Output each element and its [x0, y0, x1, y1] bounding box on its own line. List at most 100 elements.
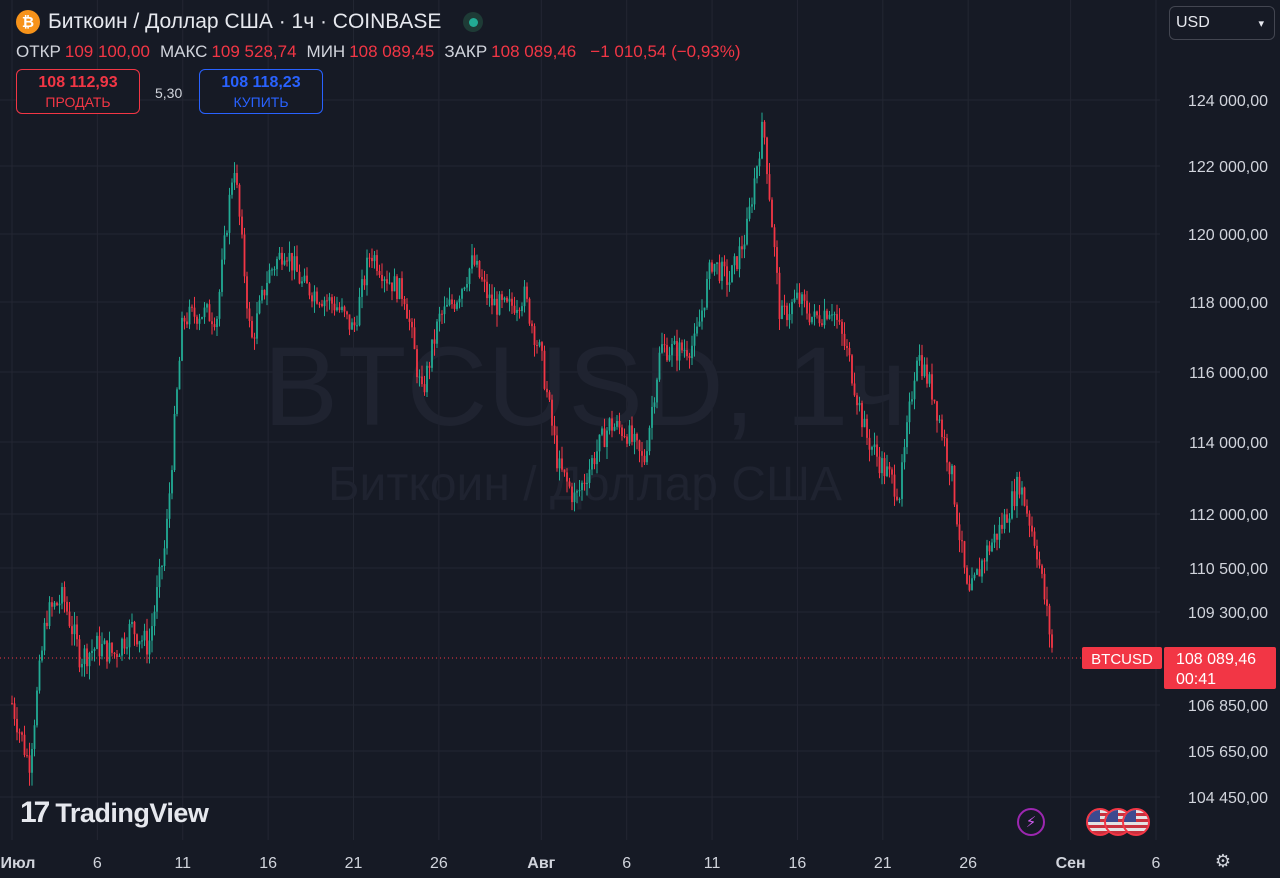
candle-body: [671, 343, 673, 356]
candle-body: [196, 316, 198, 324]
candle-body: [933, 399, 936, 402]
candle-body: [463, 287, 466, 290]
tradingview-logo-text: TradingView: [55, 797, 209, 828]
candle-body: [711, 262, 713, 272]
candle-body: [601, 428, 603, 435]
sell-button[interactable]: 108 112,93 ПРОДАТЬ: [16, 69, 140, 114]
ohlc-change-value: −1 010,54 (−0,93%): [590, 42, 741, 61]
candle-body: [666, 345, 668, 361]
currency-select[interactable]: USD ▾: [1169, 6, 1275, 40]
candle-body: [371, 257, 373, 262]
candle-body: [636, 433, 638, 441]
candle-body: [123, 638, 126, 649]
candle-body: [631, 425, 633, 442]
candle-body: [751, 204, 753, 207]
candle-body: [26, 755, 28, 757]
candle-body: [708, 262, 711, 279]
candle-body: [578, 490, 581, 492]
candle-body: [861, 402, 863, 428]
candle-body: [473, 255, 476, 265]
candle-body: [828, 314, 831, 319]
symbol-price-tag-label: BTCUSD: [1091, 651, 1153, 668]
time-tick-label: Авг: [527, 855, 555, 872]
candle-body: [583, 482, 586, 484]
candle-body: [526, 286, 528, 299]
candle-body: [498, 294, 501, 315]
candle-body: [788, 314, 791, 321]
candle-body: [108, 642, 111, 662]
time-tick-label: 6: [93, 855, 102, 872]
sell-label: ПРОДАТЬ: [45, 93, 111, 110]
candle-body: [878, 456, 881, 474]
candle-body: [1033, 531, 1036, 546]
candle-body: [521, 306, 523, 312]
candle-body: [373, 255, 376, 262]
candle-body: [456, 302, 458, 309]
candle-body: [481, 277, 483, 280]
symbol-header[interactable]: ₿ Биткоин / Доллар США · 1ч · COINBASE: [16, 10, 484, 34]
candle-body: [413, 327, 416, 350]
candle-body: [838, 319, 841, 322]
candle-body: [298, 271, 301, 284]
candle-body: [908, 401, 911, 423]
candle-body: [701, 310, 703, 322]
time-tick-label: 16: [259, 855, 277, 872]
candle-body: [1013, 491, 1016, 507]
candle-body: [336, 307, 338, 311]
time-tick-label: 21: [874, 855, 892, 872]
time-tick-label: 6: [1152, 855, 1161, 872]
candle-body: [103, 640, 106, 644]
candle-body: [56, 602, 58, 606]
time-tick-label: 11: [174, 855, 191, 872]
candle-body: [948, 462, 951, 475]
candle-body: [71, 626, 73, 635]
candle-body: [321, 303, 323, 307]
candle-body: [936, 401, 938, 421]
candle-body: [1003, 514, 1006, 529]
candle-body: [706, 278, 708, 308]
buy-button[interactable]: 108 118,23 КУПИТЬ: [199, 69, 323, 114]
candle-body: [221, 259, 223, 292]
candle-body: [208, 304, 211, 322]
economic-events[interactable]: [1086, 808, 1150, 838]
candle-body: [301, 281, 303, 284]
candle-body: [758, 158, 761, 167]
candle-body: [561, 458, 563, 470]
gear-icon[interactable]: ⚙: [1214, 850, 1232, 871]
candle-body: [31, 748, 33, 773]
candle-body: [518, 309, 521, 312]
candle-body: [576, 491, 578, 493]
candle-body: [451, 299, 453, 305]
candle-body: [493, 298, 496, 306]
candle-body: [391, 282, 393, 292]
symbol-title[interactable]: Биткоин / Доллар США · 1ч · COINBASE: [48, 10, 442, 33]
candle-body: [611, 418, 613, 431]
ohlc-high-value: 109 528,74: [211, 42, 297, 61]
candle-body: [1031, 525, 1033, 532]
candle-body: [491, 294, 493, 306]
us-flag-icon[interactable]: [1122, 808, 1150, 836]
candle-body: [531, 323, 533, 327]
chevron-down-icon: ▾: [1258, 17, 1264, 30]
lightning-icon[interactable]: ⚡: [1017, 808, 1045, 836]
candle-body: [68, 611, 71, 627]
tradingview-logo[interactable]: 17 TradingView: [20, 796, 209, 830]
candle-body: [633, 433, 636, 442]
candle-body: [668, 355, 671, 361]
currency-value: USD: [1176, 14, 1210, 31]
candle-body: [86, 648, 88, 667]
candle-body: [318, 303, 321, 305]
candle-body: [753, 178, 756, 205]
candle-body: [956, 504, 958, 525]
tradingview-logo-mark: 17: [20, 796, 50, 829]
candle-body: [116, 653, 118, 657]
candle-body: [1048, 605, 1051, 635]
candle-body: [663, 344, 666, 346]
candle-body: [976, 569, 978, 575]
candle-body: [466, 284, 468, 288]
candle-body: [958, 524, 961, 541]
candle-body: [91, 650, 93, 653]
candle-body: [968, 583, 971, 591]
candle-body: [428, 365, 431, 368]
